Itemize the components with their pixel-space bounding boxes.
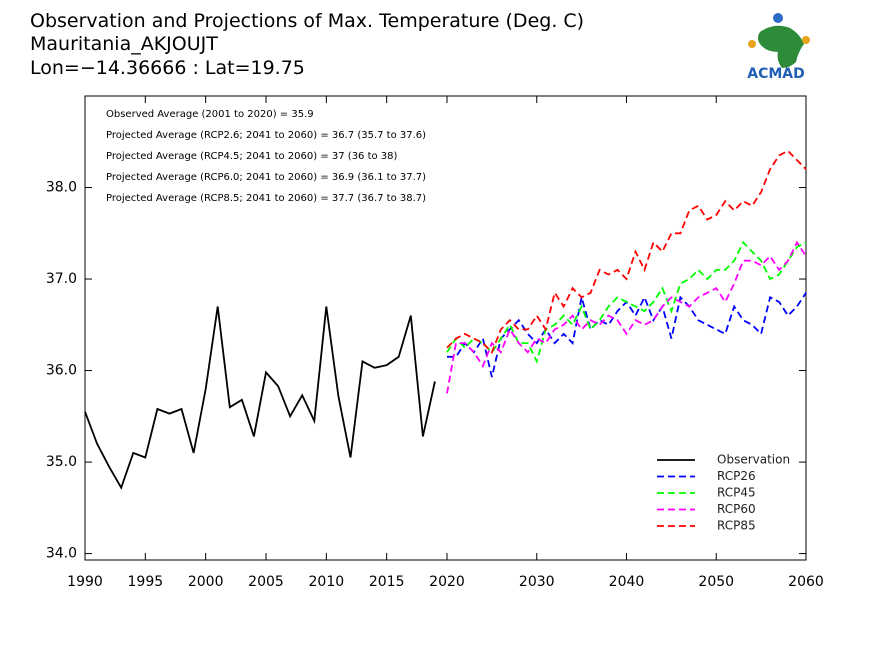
logo-map bbox=[758, 25, 804, 68]
y-tick-label: 38.0 bbox=[46, 180, 77, 196]
annotation: Projected Average (RCP2.6; 2041 to 2060)… bbox=[106, 130, 426, 141]
series-line bbox=[446, 240, 807, 364]
x-tick-label: 2005 bbox=[248, 574, 284, 590]
plot-frame bbox=[84, 95, 807, 561]
x-tick-label: 2060 bbox=[788, 574, 824, 590]
logo-text: ACMAD bbox=[747, 66, 805, 82]
y-tick-label: 37.0 bbox=[46, 271, 77, 287]
series-line bbox=[84, 306, 436, 490]
logo-dot bbox=[802, 36, 810, 44]
x-tick-label: 2030 bbox=[519, 574, 555, 590]
y-tick-label: 35.0 bbox=[46, 454, 77, 470]
x-tick-label: 2040 bbox=[609, 574, 645, 590]
series-line bbox=[446, 240, 807, 394]
annotation: Observed Average (2001 to 2020) = 35.9 bbox=[106, 109, 314, 120]
series-line bbox=[446, 149, 807, 354]
annotation: Projected Average (RCP4.5; 2041 to 2060)… bbox=[106, 151, 398, 162]
legend-label: RCP45 bbox=[717, 486, 756, 500]
chart-subtitle: Mauritania_AKJOUJT bbox=[30, 33, 218, 55]
y-tick-label: 34.0 bbox=[46, 546, 77, 562]
x-tick-label: 1995 bbox=[128, 574, 164, 590]
x-tick-label: 2000 bbox=[188, 574, 224, 590]
logo-drop bbox=[773, 13, 783, 23]
x-tick-label: 1990 bbox=[67, 574, 103, 590]
legend-label: Observation bbox=[717, 453, 790, 467]
logo-dot bbox=[748, 40, 756, 48]
annotation: Projected Average (RCP8.5; 2041 to 2060)… bbox=[106, 193, 426, 204]
chart-subtitle: Lon=−14.36666 : Lat=19.75 bbox=[30, 57, 305, 79]
y-tick-label: 36.0 bbox=[46, 363, 77, 379]
x-tick-label: 2050 bbox=[698, 574, 734, 590]
x-tick-label: 2020 bbox=[429, 574, 465, 590]
legend-label: RCP60 bbox=[717, 502, 756, 516]
legend-label: RCP26 bbox=[717, 469, 756, 483]
logo: ACMAD bbox=[747, 13, 810, 82]
x-tick-label: 2015 bbox=[369, 574, 405, 590]
chart-title: Observation and Projections of Max. Temp… bbox=[30, 10, 584, 32]
x-tick-label: 2010 bbox=[309, 574, 345, 590]
annotation: Projected Average (RCP6.0; 2041 to 2060)… bbox=[106, 172, 426, 183]
legend-label: RCP85 bbox=[717, 519, 756, 533]
